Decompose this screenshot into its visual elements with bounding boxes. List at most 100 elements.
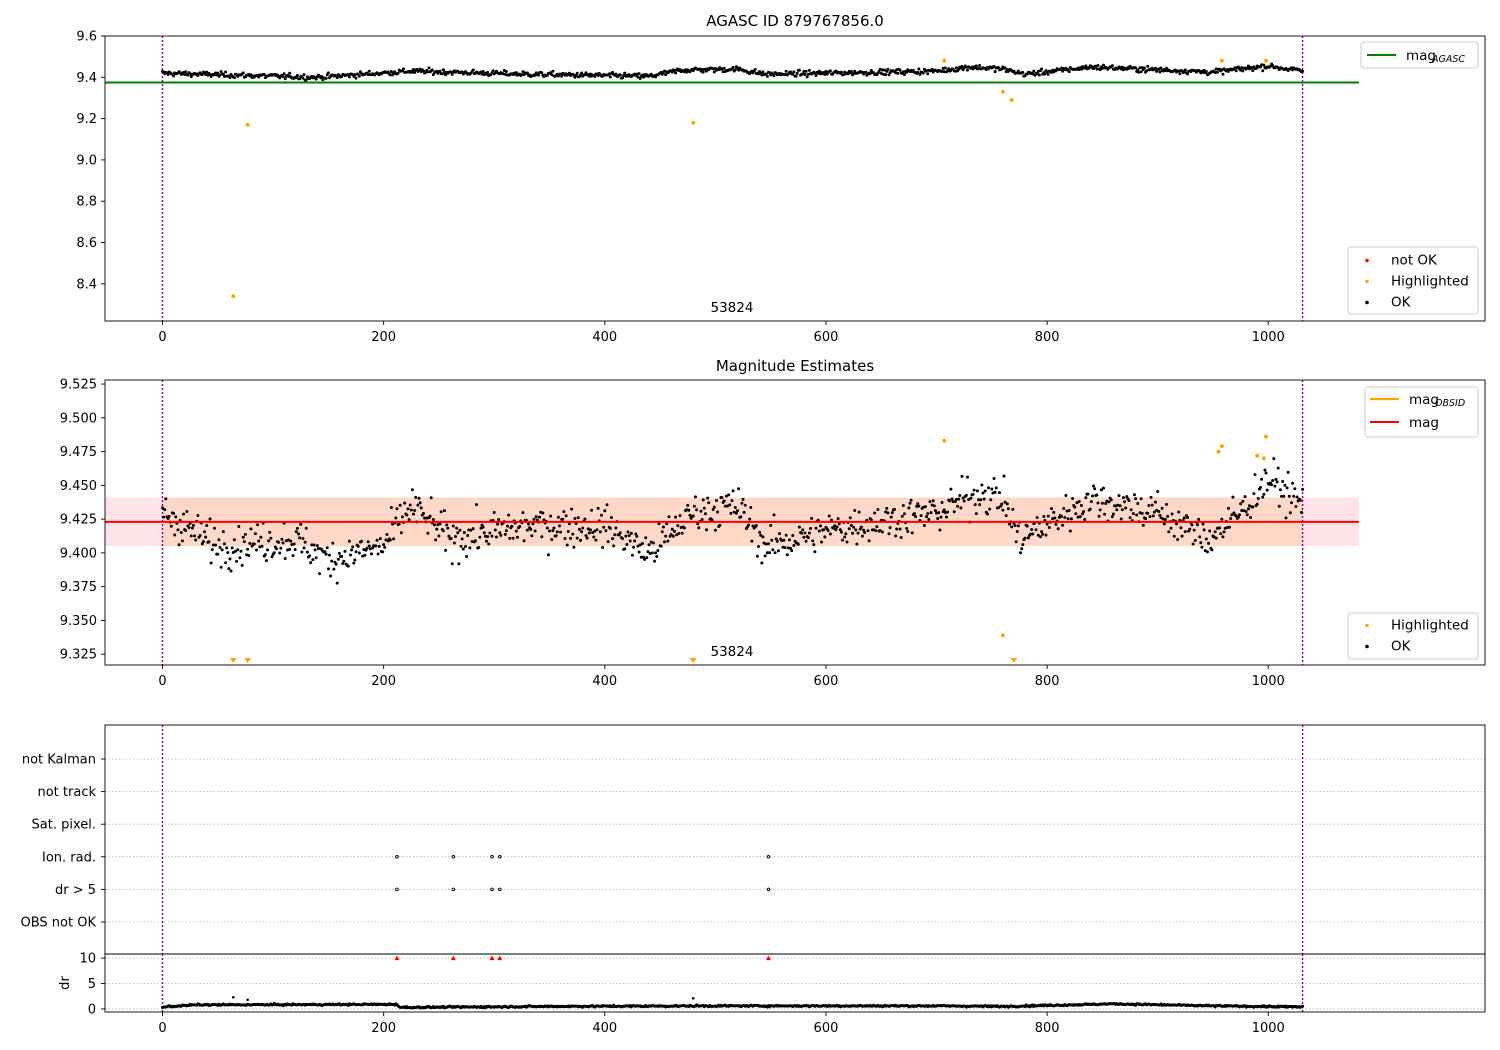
panel3-flag-point xyxy=(498,887,502,892)
panel2-ok-point xyxy=(1139,497,1143,501)
panel2-ok-point xyxy=(974,512,978,516)
panel2-ok-point xyxy=(514,529,518,533)
panel1-ok-point xyxy=(335,76,339,80)
panel2-ok-point xyxy=(444,548,448,552)
panel2-ok-point xyxy=(644,536,648,540)
panel2-ok-point xyxy=(1096,501,1100,505)
panel1-ok-point xyxy=(960,65,964,69)
panel2-ok-point xyxy=(1282,494,1286,498)
panel1-ok-point xyxy=(608,75,612,79)
panel2-ok-point xyxy=(352,561,356,565)
panel2-ok-point xyxy=(214,543,218,547)
panel2-ok-point xyxy=(530,534,534,538)
panel2-ok-point xyxy=(360,539,364,543)
panel2-ok-point xyxy=(596,506,600,510)
panel2-ok-point xyxy=(1292,494,1296,498)
panel1-ok-point xyxy=(1134,66,1138,70)
panel2-ok-point xyxy=(696,522,700,526)
panel2-ok-point xyxy=(289,539,293,543)
panel4-dr-clipped-marker xyxy=(489,955,495,961)
panel2-ok-point xyxy=(463,544,467,548)
panel1-frame xyxy=(104,35,1486,322)
panel2-ok-point xyxy=(374,544,378,548)
panel2-ok-point xyxy=(643,557,647,561)
panel2-ok-point xyxy=(627,534,631,538)
panel1-ok-point xyxy=(366,73,370,77)
panel2-ok-point xyxy=(564,514,568,518)
panel3-flag-label: Ion. rad. xyxy=(42,850,96,865)
panel2-ok-point xyxy=(823,535,827,539)
panel2-ok-point xyxy=(1298,498,1302,502)
panel2-ok-point xyxy=(962,499,966,503)
panel2-ok-point xyxy=(475,503,479,507)
panel2-ok-point xyxy=(1169,526,1173,530)
panel1-ok-point xyxy=(357,74,361,78)
panel2-ok-point xyxy=(447,534,451,538)
panel2-ok-point xyxy=(227,567,231,571)
panel2-ok-point xyxy=(1000,502,1004,506)
panel2-ok-point xyxy=(538,515,542,519)
panel1-legend-box xyxy=(1347,246,1479,315)
panel1-ok-point xyxy=(1142,66,1146,70)
panel2-ok-point xyxy=(651,541,655,545)
panel2-ok-point xyxy=(1163,517,1167,521)
panel1-ok-point xyxy=(996,66,1000,70)
panel1-ok-point xyxy=(828,69,832,73)
panel2-ok-point xyxy=(506,524,509,528)
panel2-ok-point xyxy=(173,533,177,537)
panel2-ok-point xyxy=(1280,494,1284,498)
panel2-xtick-label: 0 xyxy=(158,674,166,689)
panel2-ok-point xyxy=(944,515,948,519)
panel1-xtick-label: 600 xyxy=(814,330,839,345)
panel2-ok-point xyxy=(770,538,774,542)
panel2-ok-point xyxy=(1176,538,1180,542)
panel1-ytick-label: 9.6 xyxy=(76,30,97,45)
panel1-ok-point xyxy=(320,74,324,78)
panel2-ok-point xyxy=(854,528,858,532)
panel2-ok-point xyxy=(490,534,494,538)
panel2-ok-point xyxy=(212,526,216,530)
panel2-ok-point xyxy=(435,527,439,531)
panel2-ok-point xyxy=(208,517,212,521)
panel1-legend-status: not OK Highlighted OK xyxy=(1347,246,1479,315)
panel2-ok-point xyxy=(675,533,679,537)
panel2-ok-point xyxy=(1240,509,1244,513)
panel1-ok-point xyxy=(1221,72,1225,76)
panel2-ok-point xyxy=(246,547,250,551)
panel2-ok-point xyxy=(1056,527,1060,531)
panel2-ok-point xyxy=(729,511,733,515)
panel2-ok-point xyxy=(1074,512,1078,516)
panel2-ok-point xyxy=(727,493,731,497)
panel2-ok-point xyxy=(292,542,296,546)
panel2-ok-point xyxy=(493,528,497,532)
panel1-ok-point xyxy=(521,70,525,74)
panel2-ok-point xyxy=(385,532,389,536)
panel2-ok-point xyxy=(274,547,278,551)
panel2-ok-point xyxy=(990,487,994,491)
panel2-ok-point xyxy=(1084,496,1088,500)
panel2-ok-point xyxy=(866,529,870,533)
panel1-ok-point xyxy=(1186,72,1190,76)
panel1-ok-point xyxy=(241,71,245,75)
panel2-ok-point xyxy=(949,487,953,491)
panel2-ok-point xyxy=(789,546,793,550)
panel2-ok-point xyxy=(1177,510,1181,514)
panel2-ok-point xyxy=(1107,500,1111,504)
panel2-ok-point xyxy=(340,554,344,558)
panel1-obsid-label: 53824 xyxy=(710,300,753,316)
panel2-ok-point xyxy=(780,539,784,543)
panel2-ok-point xyxy=(233,549,237,553)
panel2-ok-point xyxy=(518,524,522,528)
panel2-ok-point xyxy=(1098,508,1102,512)
panel2-ok-point xyxy=(912,512,916,516)
panel2-ok-point xyxy=(546,553,550,557)
panel2-ok-point xyxy=(1214,536,1218,540)
panel2-ok-point xyxy=(1129,508,1133,512)
panel2-ok-point xyxy=(572,545,576,549)
panel2-ok-point xyxy=(1158,513,1162,517)
panel1-ok-point xyxy=(232,76,236,80)
panel2-ok-point xyxy=(454,535,458,539)
panel2-ok-point xyxy=(624,534,628,538)
panel2-ok-point xyxy=(876,508,880,512)
panel1-ok-point xyxy=(1003,66,1007,70)
